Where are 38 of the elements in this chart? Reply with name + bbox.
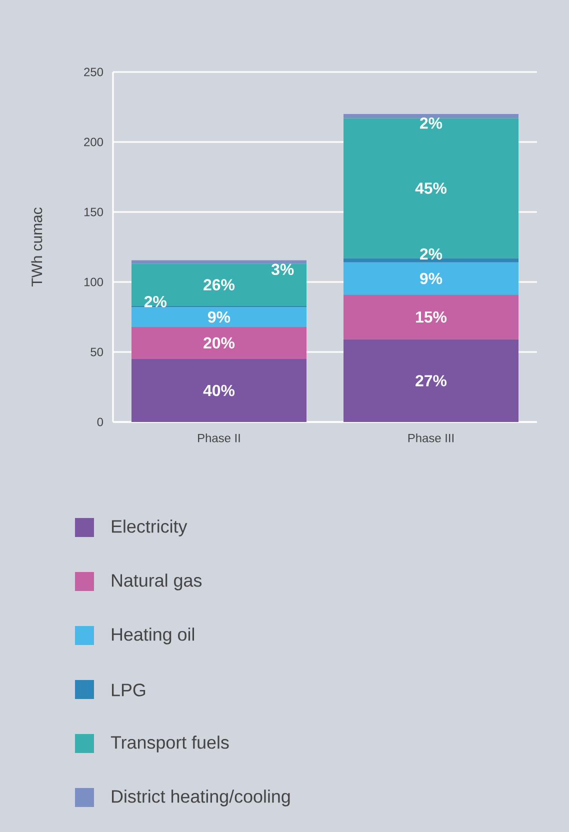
bar — [344, 262, 518, 295]
bar — [132, 307, 306, 327]
bar — [344, 118, 518, 258]
bar — [344, 294, 518, 340]
annotation: 9% — [420, 272, 442, 284]
bar — [132, 358, 306, 422]
y-tick-label: 250 — [84, 68, 104, 76]
legend-label: LPG — [112, 684, 146, 696]
bar — [132, 260, 306, 264]
annotation: 20% — [204, 337, 235, 349]
x-tick-label: Phase III — [408, 434, 454, 442]
bar — [344, 258, 518, 262]
annotation: 2% — [420, 248, 442, 260]
bar — [344, 114, 518, 118]
bar — [132, 326, 306, 359]
annotation: 15% — [416, 311, 447, 323]
annotation: 45% — [415, 182, 447, 194]
y-tick-label: 0 — [97, 418, 104, 426]
y-axis-title: TWh cumac — [31, 208, 42, 287]
annotation: 3% — [271, 264, 294, 276]
y-tick-label: 50 — [90, 348, 104, 356]
annotation: 40% — [203, 384, 235, 396]
annotation: 2% — [420, 117, 442, 129]
bar — [344, 339, 518, 422]
legend-label: Electricity — [112, 520, 188, 536]
annotation: 26% — [204, 279, 235, 290]
y-tick-label: 200 — [84, 138, 104, 146]
legend-label: Heating oil — [112, 628, 194, 644]
annotation: 2% — [144, 296, 166, 308]
y-tick-label: 150 — [84, 208, 104, 216]
annotation: 27% — [416, 375, 447, 386]
x-tick-label: Phase II — [198, 434, 240, 442]
legend-label: Natural gas — [112, 574, 202, 590]
y-tick-label: 100 — [84, 278, 104, 286]
annotation: 9% — [208, 311, 230, 323]
legend-label: Transport fuels — [110, 736, 229, 752]
bar — [132, 264, 306, 306]
legend-label: District heating/cooling — [112, 790, 290, 806]
